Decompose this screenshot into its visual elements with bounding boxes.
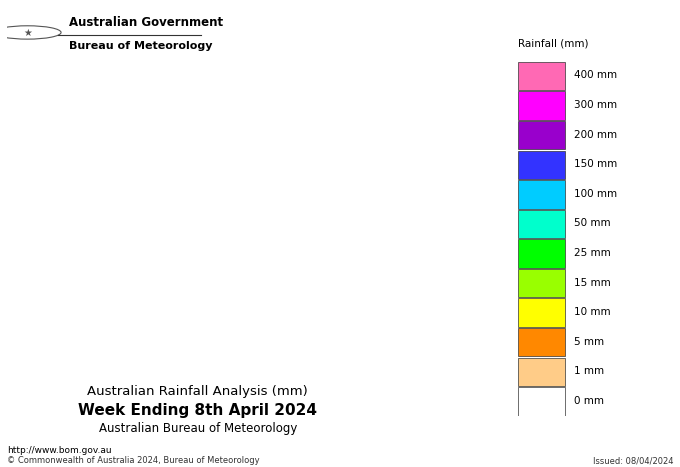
FancyBboxPatch shape (518, 62, 565, 90)
Text: 10 mm: 10 mm (574, 307, 611, 317)
Text: Rainfall (mm): Rainfall (mm) (518, 38, 589, 48)
FancyBboxPatch shape (518, 121, 565, 149)
FancyBboxPatch shape (518, 150, 565, 179)
Text: 150 mm: 150 mm (574, 159, 617, 169)
FancyBboxPatch shape (518, 298, 565, 327)
Text: Australian Bureau of Meteorology: Australian Bureau of Meteorology (99, 422, 297, 435)
FancyBboxPatch shape (518, 358, 565, 386)
Text: 5 mm: 5 mm (574, 337, 604, 347)
Text: © Commonwealth of Australia 2024, Bureau of Meteorology: © Commonwealth of Australia 2024, Bureau… (7, 456, 260, 465)
Text: Australian Government: Australian Government (69, 16, 223, 29)
FancyBboxPatch shape (518, 210, 565, 238)
Text: Issued: 08/04/2024: Issued: 08/04/2024 (593, 456, 673, 465)
FancyBboxPatch shape (518, 92, 565, 120)
Text: http://www.bom.gov.au: http://www.bom.gov.au (7, 446, 112, 455)
Text: 100 mm: 100 mm (574, 189, 617, 199)
FancyBboxPatch shape (518, 180, 565, 209)
Text: 300 mm: 300 mm (574, 100, 617, 110)
Text: 50 mm: 50 mm (574, 219, 611, 228)
Text: 400 mm: 400 mm (574, 71, 617, 80)
Text: 25 mm: 25 mm (574, 248, 611, 258)
FancyBboxPatch shape (518, 387, 565, 416)
Text: 15 mm: 15 mm (574, 277, 611, 288)
FancyBboxPatch shape (518, 269, 565, 297)
Text: 1 mm: 1 mm (574, 366, 604, 376)
FancyBboxPatch shape (518, 239, 565, 268)
Text: 200 mm: 200 mm (574, 130, 617, 140)
Text: Week Ending 8th April 2024: Week Ending 8th April 2024 (78, 403, 318, 418)
FancyBboxPatch shape (518, 328, 565, 356)
Text: Australian Rainfall Analysis (mm): Australian Rainfall Analysis (mm) (87, 385, 308, 398)
Text: ★: ★ (23, 28, 32, 37)
Text: Bureau of Meteorology: Bureau of Meteorology (69, 41, 212, 51)
Text: 0 mm: 0 mm (574, 396, 604, 406)
